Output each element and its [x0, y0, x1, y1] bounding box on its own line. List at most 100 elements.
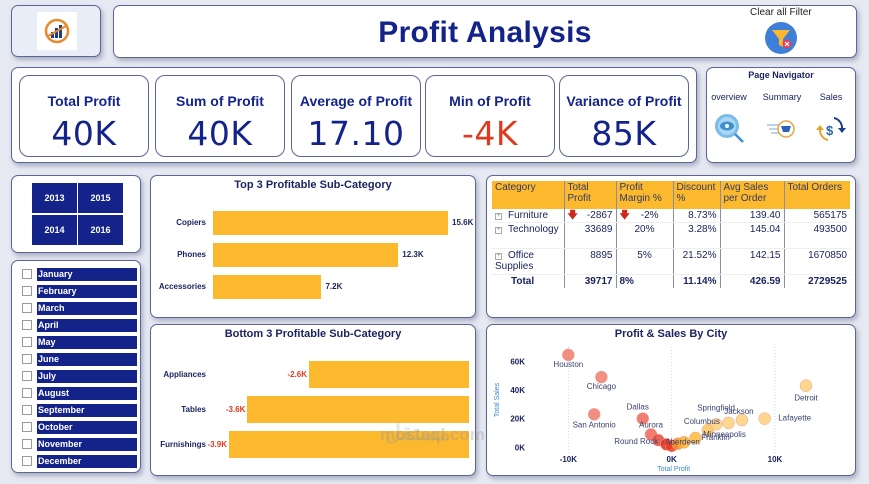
kpi-panel: Total Profit 40K Sum of Profit 40K Avera…: [11, 67, 697, 163]
column-header-avg-sales[interactable]: Avg Sales per Order: [720, 181, 785, 209]
bar-tables[interactable]: [247, 396, 469, 423]
month-item-april[interactable]: April: [22, 319, 138, 332]
month-checkbox[interactable]: [22, 388, 32, 398]
month-item-december[interactable]: December: [22, 455, 138, 468]
city-label: Round Rock: [614, 437, 659, 446]
filter-clear-icon: [765, 22, 797, 54]
total-label-cell: Total: [492, 274, 565, 288]
city-label: Aberdeen: [665, 437, 700, 446]
month-checkbox[interactable]: [22, 320, 32, 330]
avg-sales-cell: 139.40: [720, 209, 785, 223]
month-item-october[interactable]: October: [22, 421, 138, 434]
month-label: December: [37, 455, 137, 468]
month-checkbox[interactable]: [22, 439, 32, 449]
kpi-card-min-of-profit: Min of Profit -4K: [425, 75, 555, 157]
kpi-value: 40K: [187, 114, 253, 153]
bar-phones[interactable]: [213, 243, 399, 267]
month-checkbox[interactable]: [22, 286, 32, 296]
nav-summary-button[interactable]: Summary: [759, 92, 805, 145]
month-item-september[interactable]: September: [22, 404, 138, 417]
month-item-november[interactable]: November: [22, 438, 138, 451]
nav-overview-button[interactable]: overview: [706, 92, 752, 145]
month-item-january[interactable]: January: [22, 268, 138, 281]
expand-icon[interactable]: +: [495, 253, 502, 260]
total-label-cell-text: Total: [511, 276, 535, 287]
discount-cell: 3.28%: [673, 222, 721, 249]
bar-furnishings[interactable]: [229, 431, 469, 458]
kpi-value: -4K: [461, 114, 519, 153]
eye-search-icon: [715, 114, 744, 143]
year-button-2015[interactable]: 2015: [78, 183, 123, 213]
column-header-profit-margin[interactable]: Profit Margin %: [616, 181, 674, 209]
category-cell-text: Technology: [508, 224, 559, 235]
y-tick-label: 20K: [510, 415, 525, 424]
y-tick-label: 60K: [510, 357, 525, 366]
profit-margin-cell: 🡇 -2%: [616, 209, 674, 223]
column-header-total-profit[interactable]: Total Profit: [564, 181, 617, 209]
month-item-july[interactable]: July: [22, 370, 138, 383]
avg-sales-cell-text: 426.59: [749, 276, 781, 287]
column-header-category[interactable]: Category: [492, 181, 565, 209]
scatter-point-franklin[interactable]: [689, 431, 702, 445]
month-item-august[interactable]: August: [22, 387, 138, 400]
year-button-2014[interactable]: 2014: [32, 215, 77, 245]
city-label: Aurora: [639, 420, 664, 429]
bar-accessories[interactable]: [213, 275, 322, 299]
year-button-2013[interactable]: 2013: [32, 183, 77, 213]
table-row[interactable]: + Technology 33689 20% 3.28% 145.04 493500: [492, 222, 850, 249]
table-row[interactable]: + Office Supplies 8895 5% 21.52% 142.15 167085…: [492, 248, 850, 275]
scatter-point[interactable]: [677, 436, 691, 449]
expand-icon[interactable]: +: [495, 227, 502, 234]
month-checkbox[interactable]: [22, 303, 32, 313]
month-checkbox[interactable]: [22, 269, 32, 279]
scatter-point-houston[interactable]: [562, 348, 575, 362]
column-header-discount[interactable]: Discount %: [673, 181, 721, 209]
month-label: May: [37, 336, 137, 349]
scatter-point-san-antonio[interactable]: [587, 408, 601, 421]
svg-text:$: $: [826, 123, 834, 138]
down-arrow-icon: 🡇: [619, 210, 630, 221]
month-checkbox[interactable]: [22, 337, 32, 347]
profit-margin-cell: 20%: [616, 222, 674, 249]
table-row[interactable]: + Furniture 🡇 -2867 🡇 -2% 8.73% 139.40 565175: [492, 209, 850, 223]
month-label: July: [37, 370, 137, 383]
month-checkbox[interactable]: [22, 422, 32, 432]
month-checkbox[interactable]: [22, 354, 32, 364]
nav-label: overview: [711, 92, 747, 102]
scatter-point-chicago[interactable]: [595, 370, 608, 384]
month-label: April: [37, 319, 137, 332]
month-item-february[interactable]: February: [22, 285, 138, 298]
profit-margin-cell-text: 8%: [619, 276, 634, 287]
month-item-june[interactable]: June: [22, 353, 138, 366]
month-label: September: [37, 404, 137, 417]
scatter-point-minneapolis[interactable]: [722, 416, 735, 430]
bar-category-label: Furnishings: [160, 439, 206, 449]
scatter-point-lafayette[interactable]: [758, 412, 771, 425]
logo: [37, 12, 77, 50]
city-label: Chicago: [587, 382, 617, 391]
kpi-value: 85K: [591, 114, 657, 153]
city-label: Detroit: [794, 394, 818, 403]
scatter-point-springfield[interactable]: [709, 418, 723, 431]
month-checkbox[interactable]: [22, 405, 32, 415]
expand-icon[interactable]: +: [495, 213, 502, 220]
bar-appliances[interactable]: [309, 361, 469, 388]
nav-sales-button[interactable]: Sales $: [808, 92, 854, 145]
scatter-point-jackson[interactable]: [735, 413, 749, 427]
month-checkbox[interactable]: [22, 371, 32, 381]
clear-all-filter-button[interactable]: Clear all Filter: [750, 7, 812, 57]
year-button-2016[interactable]: 2016: [78, 215, 123, 245]
month-label: March: [37, 302, 137, 315]
kpi-label: Variance of Profit: [566, 93, 682, 109]
month-item-march[interactable]: March: [22, 302, 138, 315]
scatter-point-detroit[interactable]: [799, 379, 813, 392]
month-item-may[interactable]: May: [22, 336, 138, 349]
bar-copiers[interactable]: [213, 211, 448, 235]
kpi-label: Average of Profit: [299, 93, 413, 109]
column-header-total-orders[interactable]: Total Orders: [784, 181, 850, 209]
down-arrow-icon: 🡇: [567, 210, 578, 221]
scatter-point-dallas[interactable]: [636, 412, 649, 425]
total-orders-cell: 2729525: [784, 274, 850, 288]
bar-value-label: 7.2K: [325, 282, 343, 291]
month-checkbox[interactable]: [22, 456, 32, 466]
